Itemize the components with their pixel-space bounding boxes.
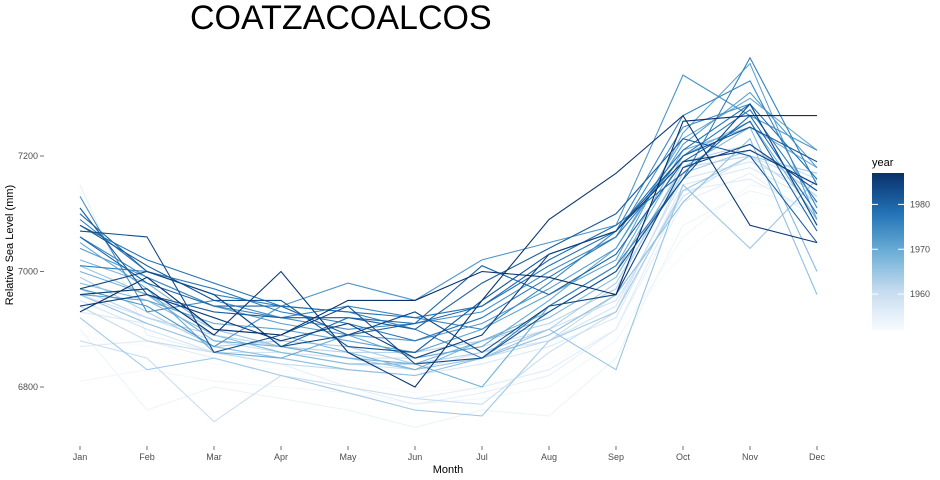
chart-title: COATZACOALCOS [190, 0, 492, 37]
y-axis: 6800 7000 7200 [18, 151, 44, 392]
y-tick-label-6800: 6800 [18, 382, 38, 392]
y-tick-label-7000: 7000 [18, 267, 38, 277]
x-tick-label-may: May [339, 452, 357, 462]
x-tick-label-mar: Mar [206, 452, 222, 462]
series-line-1981 [79, 138, 818, 330]
series-line-1965 [79, 178, 818, 371]
series-line-1968 [79, 120, 818, 371]
x-tick-label-dec: Dec [809, 452, 826, 462]
x-tick-label-feb: Feb [139, 452, 155, 462]
series-line-1978 [79, 103, 818, 319]
series-line-1972 [79, 91, 818, 342]
series-line-1980 [79, 120, 818, 336]
x-tick-label-jun: Jun [408, 452, 423, 462]
series-line-1984 [79, 143, 818, 354]
x-tick-label-apr: Apr [274, 452, 288, 462]
series-line-1970 [79, 97, 818, 359]
y-tick-label-7200: 7200 [18, 151, 38, 161]
y-axis-title: Relative Sea Level (mm) [4, 185, 16, 305]
series-line-1954 [79, 190, 818, 428]
legend-tick-label-1980: 1980 [910, 199, 930, 209]
series-line-1971 [79, 62, 818, 353]
legend-tick-label-1970: 1970 [910, 244, 930, 254]
legend: year 1960 1970 1980 [872, 157, 930, 330]
x-tick-label-jul: Jul [476, 452, 488, 462]
legend-tick-label-1960: 1960 [910, 289, 930, 299]
series-line-1975 [79, 80, 818, 330]
x-axis: Jan Feb Mar Apr May Jun Jul Aug Sep Oct Nov Dec [73, 446, 826, 462]
series-line-1964 [79, 155, 818, 417]
series-line-1973 [79, 74, 818, 348]
series-line-1966 [79, 137, 818, 377]
series-line-1956 [79, 178, 818, 400]
series-line-1963 [79, 149, 818, 365]
x-axis-title: Month [433, 464, 464, 476]
series-line-1955 [79, 172, 818, 405]
series-line-1986 [79, 114, 818, 388]
series-line-1962 [79, 143, 818, 353]
legend-colorbar [872, 173, 904, 330]
x-tick-label-aug: Aug [541, 452, 557, 462]
x-tick-label-oct: Oct [676, 452, 691, 462]
series-line-1983 [79, 103, 818, 365]
legend-title: year [872, 157, 894, 169]
legend-ticks: 1960 1970 1980 [872, 199, 930, 299]
series-line-1987 [79, 115, 817, 336]
plot-lines [79, 56, 818, 428]
series-line-1977 [79, 109, 818, 342]
series-line-1982 [79, 126, 818, 353]
series-line-1961 [79, 155, 818, 377]
series-line-1985 [79, 149, 818, 359]
x-tick-label-nov: Nov [742, 452, 759, 462]
series-line-1952 [79, 201, 818, 394]
x-tick-label-jan: Jan [73, 452, 88, 462]
x-tick-label-sep: Sep [608, 452, 624, 462]
